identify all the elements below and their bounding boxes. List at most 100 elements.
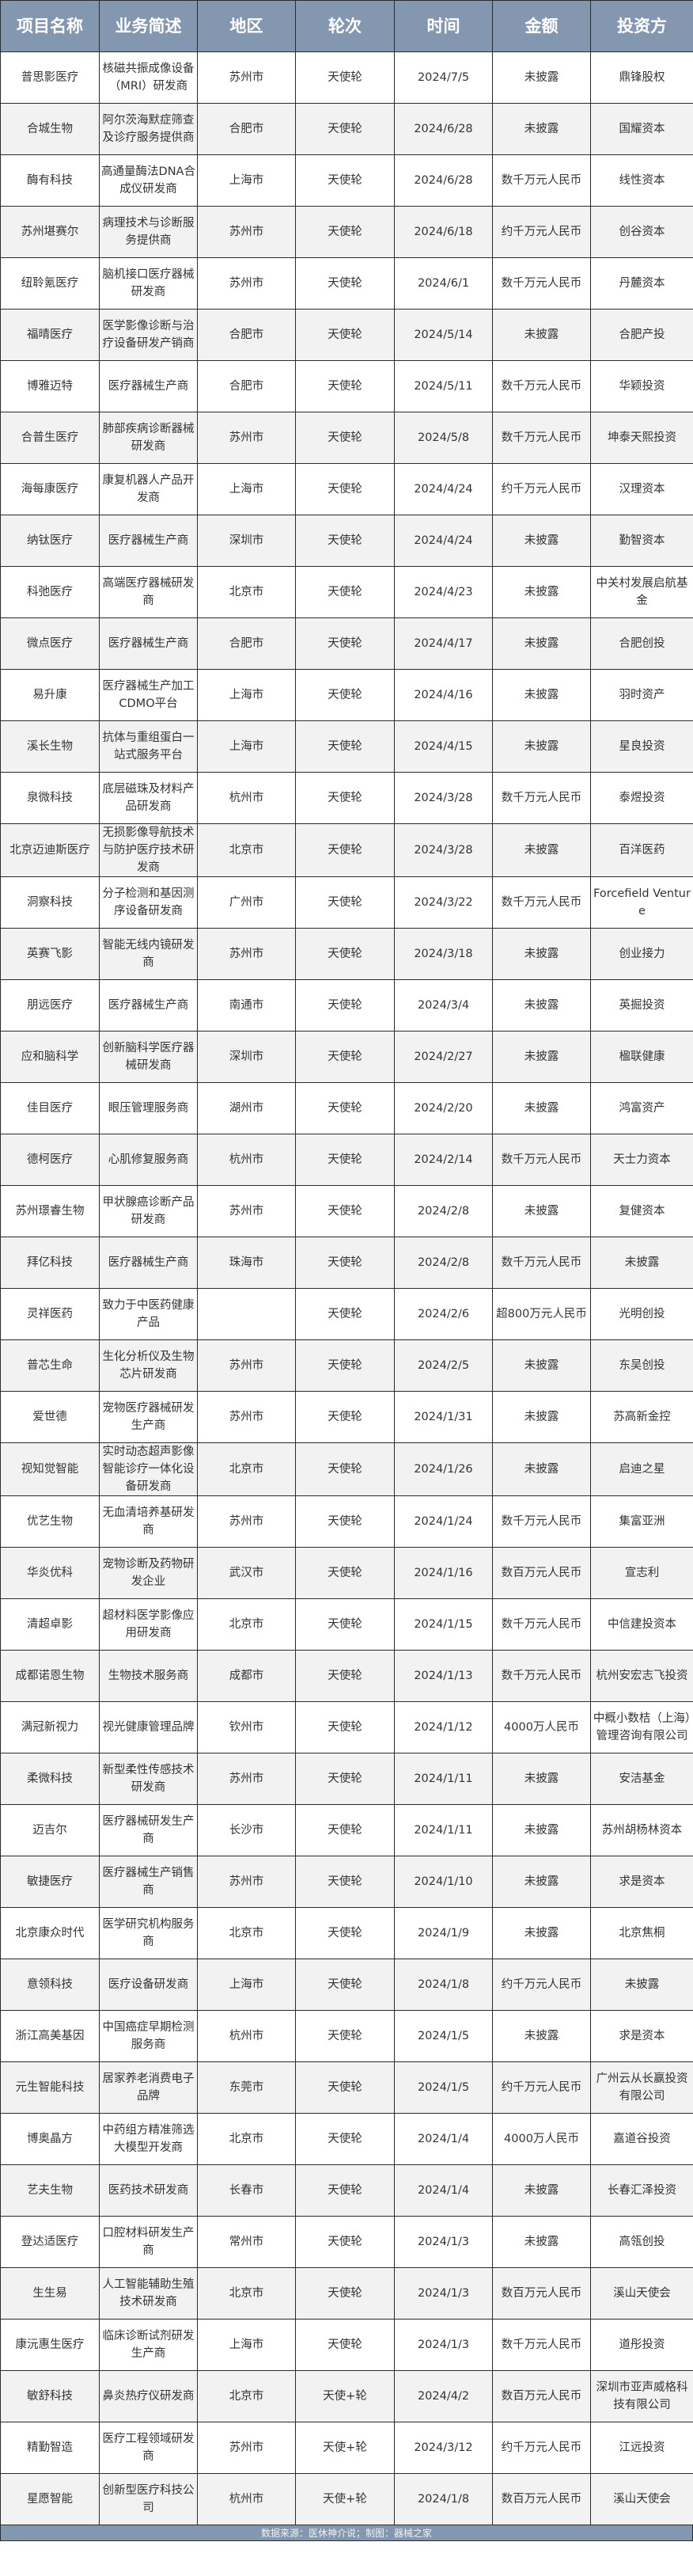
cell-project-name: 溪长生物 <box>0 720 100 773</box>
cell-round: 天使轮 <box>295 1288 395 1340</box>
cell-date: 2024/6/28 <box>394 103 493 155</box>
table-row: 优艺生物 无血清培养基研发商 苏州市 天使轮 2024/1/24 数千万元人民币 集富亚洲 <box>0 1495 693 1548</box>
cell-round: 天使轮 <box>295 772 395 824</box>
cell-business-desc: 医学研究机构服务商 <box>99 1907 198 1959</box>
cell-business-desc: 底层磁珠及材料产品研发商 <box>99 772 198 824</box>
cell-round: 天使轮 <box>295 206 395 258</box>
cell-business-desc: 居家养老消费电子品牌 <box>99 2061 198 2114</box>
cell-project-name: 意领科技 <box>0 1959 100 2011</box>
cell-date: 2024/4/23 <box>394 566 493 618</box>
cell-region: 深圳市 <box>197 515 296 567</box>
cell-investor: 勤智资本 <box>590 515 693 567</box>
cell-business-desc: 无血清培养基研发商 <box>99 1495 198 1548</box>
cell-region: 深圳市 <box>197 1031 296 1083</box>
cell-round: 天使+轮 <box>295 2370 395 2422</box>
cell-business-desc: 眼压管理服务商 <box>99 1082 198 1134</box>
cell-business-desc: 中国癌症早期检测服务商 <box>99 2010 198 2062</box>
cell-investor: 北京焦桐 <box>590 1907 693 1959</box>
cell-business-desc: 医疗设备研发商 <box>99 1959 198 2011</box>
cell-region: 北京市 <box>197 1442 296 1496</box>
table-row: 敏捷医疗 医疗器械生产销售商 苏州市 天使轮 2024/1/10 未披露 求是资本 <box>0 1856 693 1908</box>
cell-project-name: 海每康医疗 <box>0 463 100 515</box>
cell-round: 天使轮 <box>295 1082 395 1134</box>
column-header-project-name: 项目名称 <box>0 0 100 52</box>
cell-region: 合肥市 <box>197 360 296 412</box>
cell-investor: 未披露 <box>590 1959 693 2011</box>
cell-round: 天使轮 <box>295 2010 395 2062</box>
cell-amount: 未披露 <box>492 720 591 773</box>
cell-amount: 未披露 <box>492 2010 591 2062</box>
table-row: 泉微科技 底层磁珠及材料产品研发商 杭州市 天使轮 2024/3/28 数千万元人民币 泰煜… <box>0 772 693 824</box>
cell-round: 天使轮 <box>295 1804 395 1856</box>
table-row: 佳目医疗 眼压管理服务商 湖州市 天使轮 2024/2/20 未披露 鸿富资产 <box>0 1082 693 1134</box>
cell-investor: 合肥产投 <box>590 309 693 361</box>
cell-investor: 线性资本 <box>590 154 693 207</box>
cell-region: 北京市 <box>197 2113 296 2165</box>
cell-business-desc: 中药组方精准筛选大模型开发商 <box>99 2113 198 2165</box>
cell-project-name: 博雅迈特 <box>0 360 100 412</box>
cell-project-name: 普思影医疗 <box>0 51 100 104</box>
cell-date: 2024/1/12 <box>394 1701 493 1753</box>
cell-date: 2024/1/31 <box>394 1391 493 1443</box>
cell-round: 天使轮 <box>295 2216 395 2268</box>
cell-amount: 未披露 <box>492 1907 591 1959</box>
cell-date: 2024/1/16 <box>394 1547 493 1599</box>
cell-round: 天使轮 <box>295 1031 395 1083</box>
cell-date: 2024/6/1 <box>394 257 493 310</box>
table-row: 柔微科技 新型柔性传感技术研发商 苏州市 天使轮 2024/1/11 未披露 安洁基金 <box>0 1753 693 1805</box>
cell-date: 2024/2/27 <box>394 1031 493 1083</box>
cell-business-desc: 分子检测和基因测序设备研发商 <box>99 876 198 929</box>
cell-business-desc: 核磁共振成像设备（MRI）研发商 <box>99 51 198 104</box>
table-row: 海每康医疗 康复机器人产品开发商 上海市 天使轮 2024/4/24 约千万元人民币 汉理资… <box>0 463 693 515</box>
table-row: 艺夫生物 医药技术研发商 长春市 天使轮 2024/1/4 未披露 长春汇泽投资 <box>0 2164 693 2217</box>
cell-date: 2024/3/28 <box>394 772 493 824</box>
cell-amount: 未披露 <box>492 979 591 1032</box>
column-header-amount: 金额 <box>492 0 591 52</box>
cell-round: 天使轮 <box>295 463 395 515</box>
cell-project-name: 迈吉尔 <box>0 1804 100 1856</box>
cell-project-name: 佳目医疗 <box>0 1082 100 1134</box>
source-footer: 数据来源：医休神介说；制图：器械之家 <box>0 2525 693 2541</box>
cell-business-desc: 宠物诊断及药物研发企业 <box>99 1547 198 1599</box>
cell-project-name: 苏州璟睿生物 <box>0 1185 100 1237</box>
cell-investor: 汉理资本 <box>590 463 693 515</box>
cell-region: 苏州市 <box>197 1339 296 1392</box>
cell-amount: 数百万元人民币 <box>492 2473 591 2525</box>
cell-date: 2024/4/16 <box>394 669 493 721</box>
cell-amount: 未披露 <box>492 515 591 567</box>
cell-amount: 约千万元人民币 <box>492 1959 591 2011</box>
cell-round: 天使轮 <box>295 1391 395 1443</box>
cell-investor: 羽时资产 <box>590 669 693 721</box>
cell-amount: 数千万元人民币 <box>492 1134 591 1186</box>
cell-date: 2024/1/13 <box>394 1650 493 1702</box>
table-row: 意领科技 医疗设备研发商 上海市 天使轮 2024/1/8 约千万元人民币 未披露 <box>0 1959 693 2011</box>
cell-date: 2024/1/3 <box>394 2267 493 2320</box>
cell-round: 天使轮 <box>295 1907 395 1959</box>
cell-project-name: 视知觉智能 <box>0 1442 100 1496</box>
cell-round: 天使轮 <box>295 2319 395 2371</box>
cell-business-desc: 视光健康管理品牌 <box>99 1701 198 1753</box>
cell-project-name: 柔微科技 <box>0 1753 100 1805</box>
table-row: 纳钛医疗 医疗器械生产商 深圳市 天使轮 2024/4/24 未披露 勤智资本 <box>0 515 693 567</box>
cell-business-desc: 肺部疾病诊断器械研发商 <box>99 412 198 464</box>
cell-business-desc: 生物技术服务商 <box>99 1650 198 1702</box>
cell-investor: 楹联健康 <box>590 1031 693 1083</box>
cell-investor: 高瓴创投 <box>590 2216 693 2268</box>
cell-project-name: 拜亿科技 <box>0 1237 100 1289</box>
column-header-region: 地区 <box>197 0 296 52</box>
cell-date: 2024/3/22 <box>394 876 493 929</box>
cell-date: 2024/1/5 <box>394 2010 493 2062</box>
cell-project-name: 易升康 <box>0 669 100 721</box>
cell-amount: 未披露 <box>492 1082 591 1134</box>
cell-amount: 未披露 <box>492 2164 591 2217</box>
cell-project-name: 德柯医疗 <box>0 1134 100 1186</box>
cell-date: 2024/4/15 <box>394 720 493 773</box>
table-row: 苏州堪赛尔 病理技术与诊断服务提供商 苏州市 天使轮 2024/6/18 约千万元人民币创… <box>0 206 693 258</box>
cell-project-name: 苏州堪赛尔 <box>0 206 100 258</box>
cell-date: 2024/7/5 <box>394 51 493 104</box>
cell-business-desc: 医药技术研发商 <box>99 2164 198 2217</box>
cell-amount: 未披露 <box>492 2216 591 2268</box>
cell-round: 天使轮 <box>295 257 395 310</box>
cell-region: 长沙市 <box>197 1804 296 1856</box>
cell-amount: 数百万元人民币 <box>492 1547 591 1599</box>
